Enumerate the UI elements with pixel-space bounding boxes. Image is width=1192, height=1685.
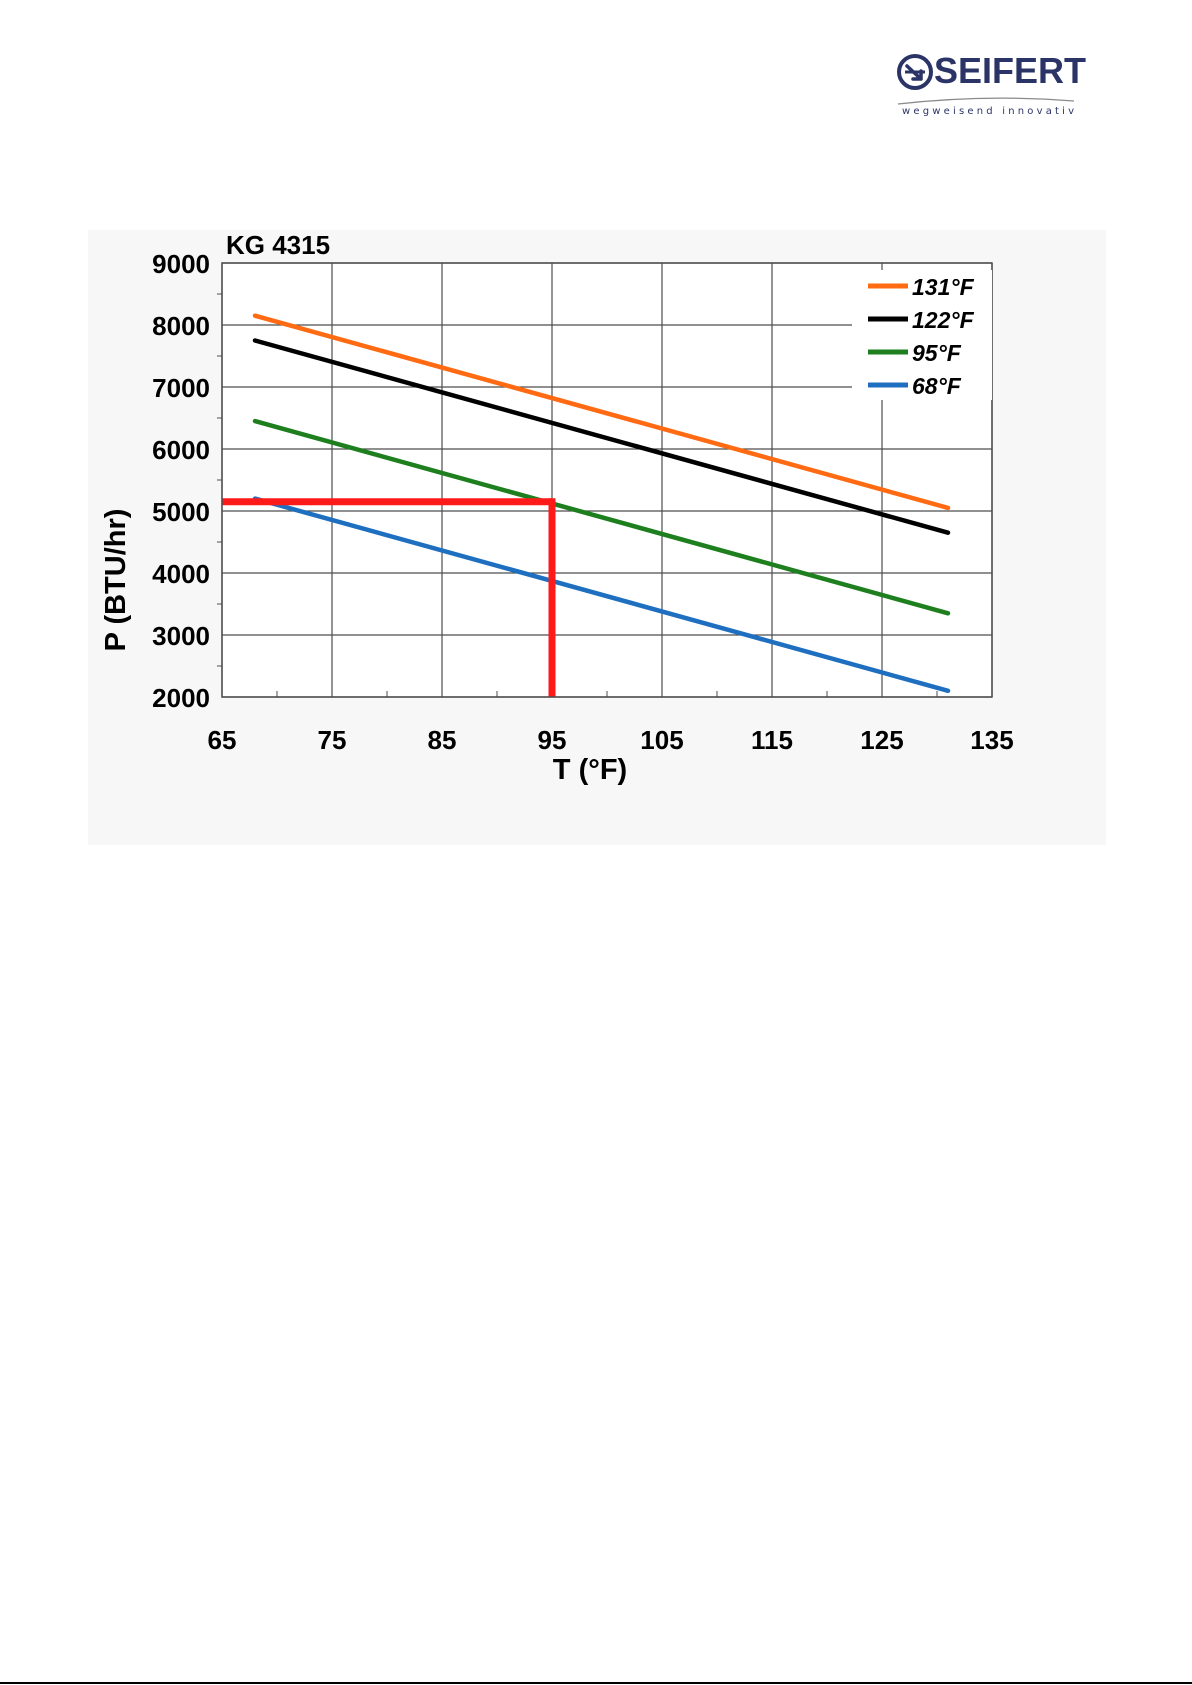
legend-label: 131°F [912, 274, 975, 300]
chart-series [252, 313, 951, 694]
x-tick-label: 75 [318, 725, 347, 755]
logo-wordmark: SEIFERT [934, 50, 1087, 91]
legend-box [852, 270, 992, 400]
y-tick-label: 6000 [152, 435, 210, 465]
logo-tagline: wegweisend innovativ [902, 106, 1078, 117]
y-tick-label: 3000 [152, 621, 210, 651]
chart-panel: 2000 3000 4000 5000 6000 7000 8000 9000 65 75 85 95… [88, 230, 1106, 845]
cooling-capacity-chart: 2000 3000 4000 5000 6000 7000 8000 9000 65 75 85 95… [100, 230, 1014, 786]
seifert-logo: SEIFERT wegweisend innovativ [890, 50, 1086, 122]
y-tick-label: 9000 [152, 249, 210, 279]
x-axis-label: T (°F) [553, 754, 627, 786]
x-tick-label: 135 [970, 725, 1013, 755]
chart-annotations [222, 498, 556, 697]
y-tick-label: 8000 [152, 311, 210, 341]
chart-legend: 131°F 122°F 95°F 68°F [852, 270, 992, 400]
y-tick-label: 5000 [152, 497, 210, 527]
logo-swoosh [897, 97, 1075, 105]
series-line [252, 496, 951, 694]
series-line [252, 418, 951, 616]
chart-title: KG 4315 [226, 230, 330, 260]
seifert-logo-mark-icon [897, 54, 933, 90]
x-tick-label: 125 [860, 725, 903, 755]
x-tick-label: 105 [640, 725, 683, 755]
y-tick-label: 4000 [152, 559, 210, 589]
y-tick-label: 2000 [152, 683, 210, 713]
y-tick-label: 7000 [152, 373, 210, 403]
x-tick-label: 65 [208, 725, 237, 755]
footer-rule [0, 1682, 1192, 1684]
y-axis-label: P (BTU/hr) [100, 509, 132, 652]
chart-axes: 2000 3000 4000 5000 6000 7000 8000 9000 65 75 85 95… [152, 249, 1014, 755]
x-tick-label: 85 [428, 725, 457, 755]
plot-border [221, 262, 993, 698]
legend-label: 95°F [912, 340, 962, 366]
x-tick-label: 95 [538, 725, 567, 755]
series-line [252, 313, 951, 511]
legend-label: 68°F [912, 373, 962, 399]
x-tick-label: 115 [751, 725, 793, 755]
legend-label: 122°F [912, 307, 975, 333]
series-line [252, 338, 951, 535]
